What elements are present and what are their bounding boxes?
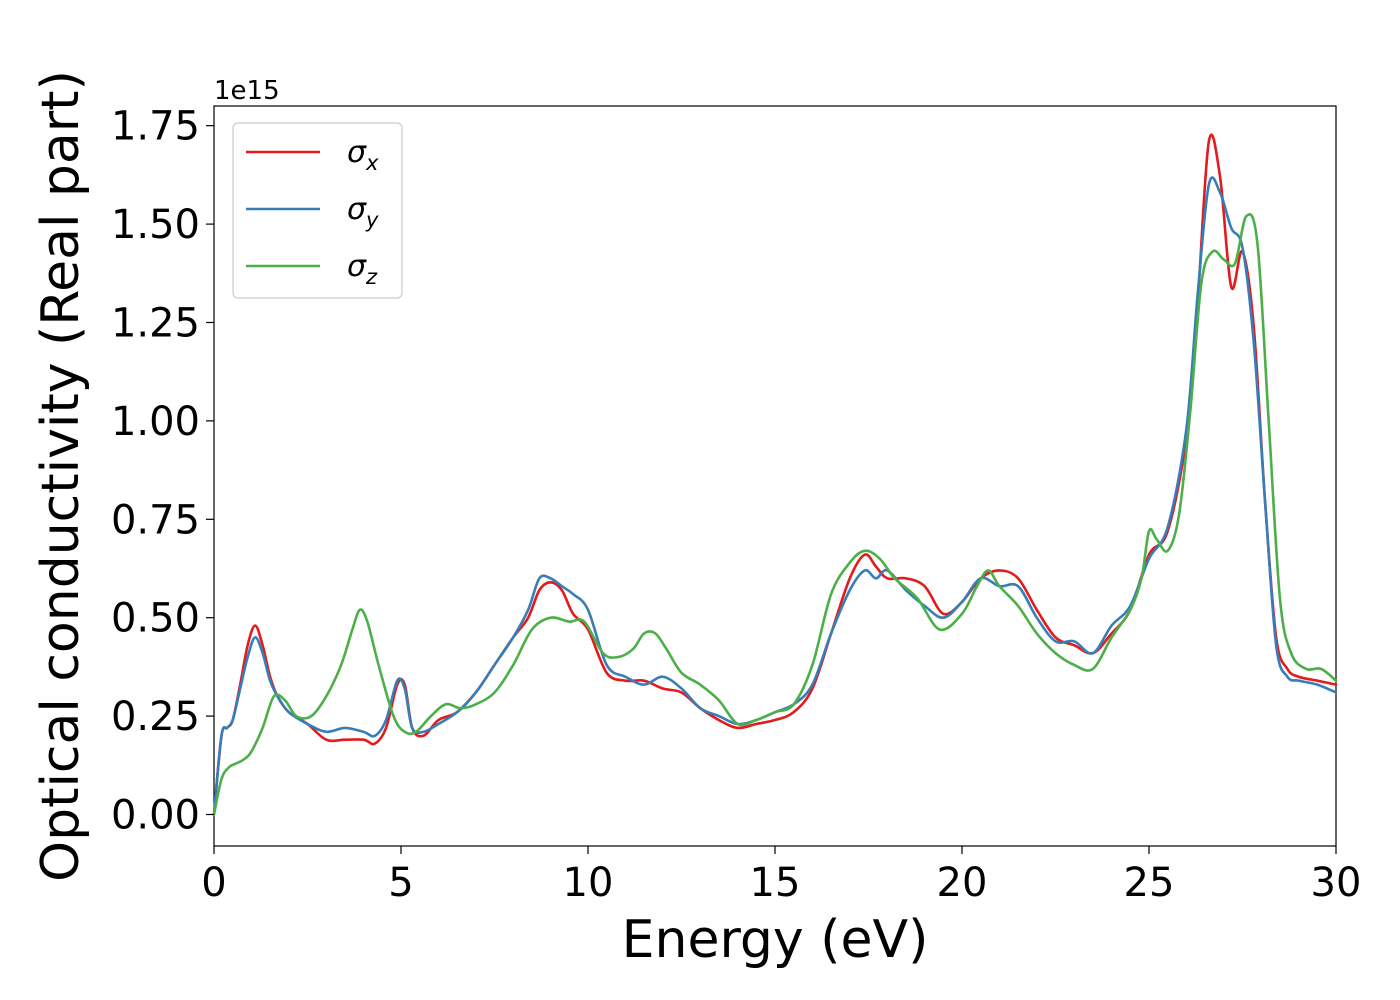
legend-label-sigma-x: σx [347,135,379,175]
x-tick-label: 20 [937,860,988,906]
legend-label-sigma-y: σy [347,192,379,232]
series-layer [212,133,1338,816]
y-tick-label: 1.50 [111,202,200,248]
x-tick-label: 0 [201,860,226,906]
x-tick-label: 15 [750,860,801,906]
y-tick-label: 0.75 [111,497,200,543]
y-tick-label: 0.25 [111,694,200,740]
legend-frame [232,122,403,299]
x-tick-label: 25 [1124,860,1175,906]
y-tick-label: 1.00 [111,399,200,445]
y-offset-label: 1e15 [214,76,280,106]
x-tick-label: 5 [388,860,413,906]
x-tick-label: 30 [1311,860,1362,906]
y-tick-label: 0.00 [111,793,200,839]
y-tick-label: 1.75 [111,104,200,150]
series-line-sigma-z [212,213,1338,816]
y-axis-title: Optical conductivity (Real part) [31,70,91,882]
y-tick-label: 1.25 [111,300,200,346]
y-tick-label: 0.50 [111,596,200,642]
x-axis-title: Energy (eV) [622,910,929,970]
ticks-layer: 0 5 10 15 20 25 30 0.00 0.25 0.50 0.75 1.00 1.25 1.50… [111,104,1362,906]
x-tick-label: 10 [563,860,614,906]
